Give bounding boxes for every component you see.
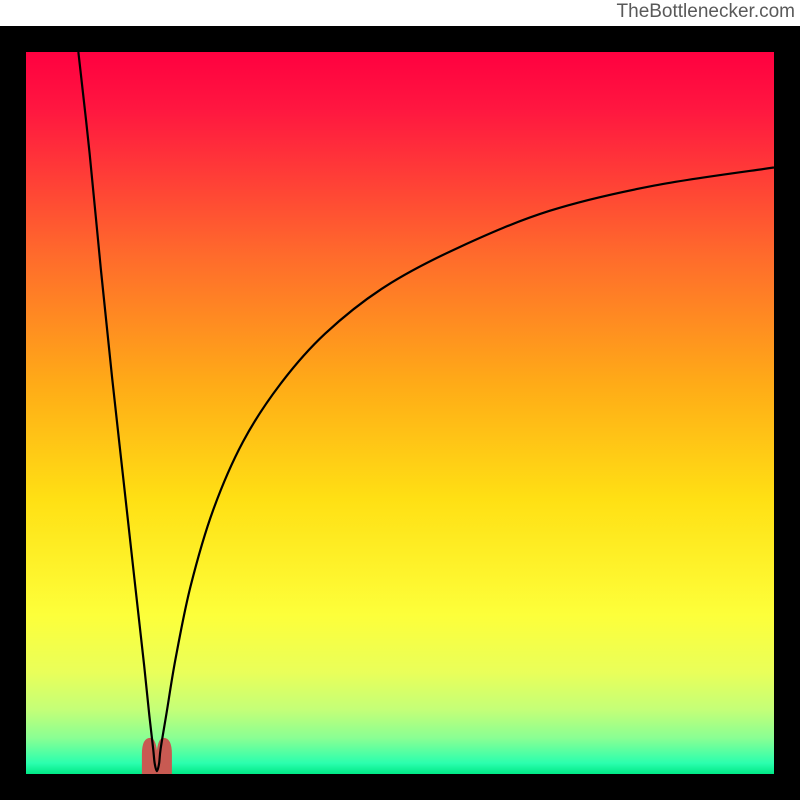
bottleneck-chart-svg: TheBottlenecker.com: [0, 0, 800, 800]
chart-container: TheBottlenecker.com: [0, 0, 800, 800]
watermark-text: TheBottlenecker.com: [617, 1, 795, 22]
chart-gradient-background: [26, 52, 774, 774]
